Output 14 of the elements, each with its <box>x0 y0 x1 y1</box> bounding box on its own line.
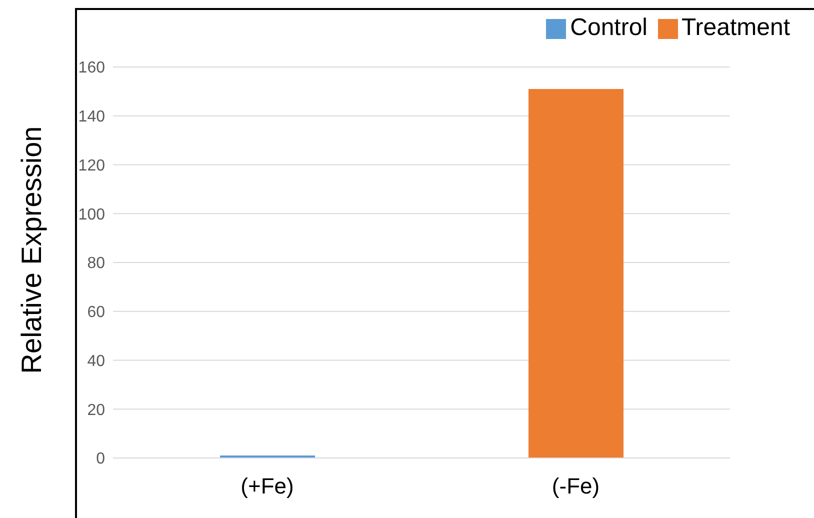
y-tick-label: 140 <box>78 108 106 126</box>
x-tick-label: (+Fe) <box>240 474 294 499</box>
y-tick-label: 100 <box>78 206 106 224</box>
y-tick-label: 60 <box>87 304 106 322</box>
y-tick-label: 20 <box>87 402 106 419</box>
y-tick-label: 120 <box>78 157 106 174</box>
y-tick-label: 80 <box>87 255 106 272</box>
y-tick-label: 40 <box>87 352 106 370</box>
legend-label: Control <box>570 14 648 41</box>
y-tick-label: 0 <box>96 450 106 468</box>
legend-label: Treatment <box>682 14 790 41</box>
y-tick-label: 160 <box>78 60 106 77</box>
x-tick-label: (-Fe) <box>552 474 600 499</box>
y-axis-title: Relative Expression <box>16 126 48 374</box>
